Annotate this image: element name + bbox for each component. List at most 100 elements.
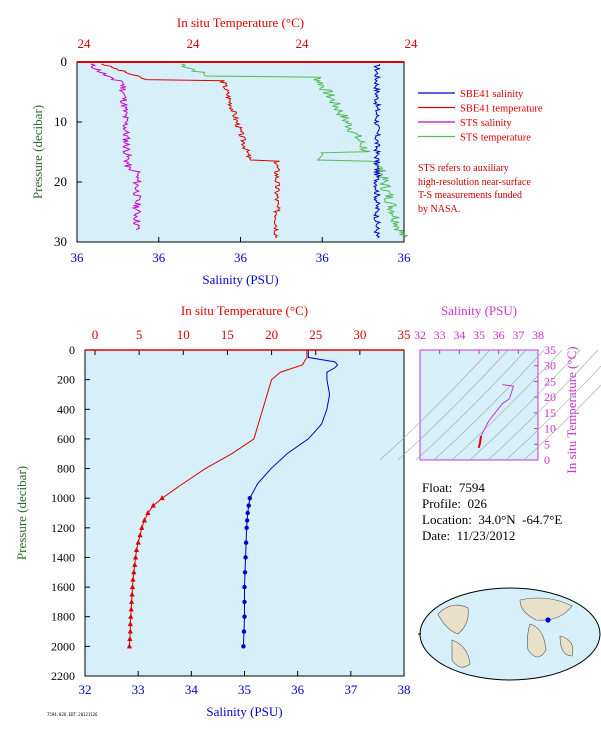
main-temp-tick-label: 20 (265, 327, 278, 342)
float-location-marker (545, 617, 551, 623)
legend-label: SBE41 salinity (460, 89, 524, 100)
ts-temp-tick-label: 20 (544, 390, 556, 404)
main-temp-tick-label: 15 (221, 327, 234, 342)
top-temp-tick-label: 24 (296, 36, 310, 51)
date: Date: 11/23/2012 (422, 528, 516, 543)
sts-note-line: STS refers to auxiliary (418, 163, 509, 174)
ts-sal-tick-label: 37 (512, 328, 524, 342)
main-pressure-tick-label: 1400 (51, 550, 75, 564)
salinity-point (246, 503, 251, 508)
float-id: Float: 7594 (422, 480, 485, 495)
salinity-point (243, 555, 248, 560)
salinity-point (241, 629, 247, 634)
main-pressure-tick-label: 400 (57, 402, 75, 416)
ts-sal-tick-label: 32 (414, 328, 426, 342)
ts-sal-axis-title: Salinity (PSU) (441, 303, 517, 318)
sbe41-temperature-line (101, 63, 281, 239)
map-landmass (559, 635, 574, 657)
main-sal-tick-label: 36 (291, 682, 305, 697)
top-pressure-tick-label: 10 (54, 114, 67, 129)
top-sal-tick-label: 36 (234, 250, 248, 265)
density-contour (523, 384, 601, 461)
sts-note-line: high-resolution near-surface (418, 176, 531, 188)
profile-number: Profile: 026 (422, 496, 487, 511)
salinity-point (242, 614, 247, 619)
top-temp-axis-title: In situ Temperature (°C) (177, 15, 304, 30)
ts-sal-tick-label: 36 (493, 328, 505, 342)
main-pressure-tick-label: 800 (57, 462, 75, 476)
map-landmass (451, 639, 471, 668)
float-info: Float: 7594 Profile: 026 Location: 34.0°… (422, 480, 562, 544)
main-pressure-tick-label: 1800 (51, 610, 75, 624)
sbe41-salinity-line (372, 63, 382, 239)
map-landmass (437, 604, 469, 635)
temperature-point (150, 502, 156, 508)
ts-temp-tick-label: 35 (544, 343, 556, 357)
top-sal-tick-label: 36 (71, 250, 85, 265)
top-sal-tick-label: 36 (316, 250, 330, 265)
top-x-axis-title: Salinity (PSU) (202, 272, 278, 287)
main-pressure-tick-label: 600 (57, 432, 75, 446)
main-pressure-tick-label: 1600 (51, 580, 75, 594)
temperature-point (133, 554, 139, 560)
temperature-point (127, 621, 133, 627)
top-sal-tick-label: 36 (152, 250, 166, 265)
main-y-axis-title: Pressure (decibar) (14, 466, 29, 560)
density-contour (415, 349, 527, 461)
temperature-point (137, 532, 143, 538)
density-contour (397, 349, 509, 461)
main-pressure-tick-label: 1000 (51, 491, 75, 505)
top-y-axis-title: Pressure (decibar) (30, 105, 45, 199)
temperature-point (133, 547, 140, 553)
ts-temp-tick-label: 30 (544, 359, 556, 373)
ts-plot-area (419, 349, 539, 461)
temperature-point (129, 591, 135, 597)
main-temp-tick-label: 10 (177, 327, 190, 342)
temperature-point (129, 598, 135, 604)
sts-salinity-line (90, 63, 143, 231)
sts-note: STS refers to auxiliary high-resolution … (418, 162, 598, 216)
ts-temp-tick-label: 10 (544, 422, 556, 436)
main-sal-tick-label: 38 (398, 682, 411, 697)
main-temp-tick-label: 30 (353, 327, 366, 342)
temperature-point (130, 576, 136, 582)
ts-temp-tick-label: 0 (544, 453, 550, 467)
salinity-point (244, 518, 250, 523)
temperature-point (127, 635, 133, 641)
density-contour (379, 349, 491, 461)
top-temp-tick-label: 24 (187, 36, 201, 51)
main-pressure-tick-label: 200 (57, 373, 75, 387)
main-pressure-tick-label: 2000 (51, 639, 75, 653)
salinity-point (244, 525, 249, 531)
main-pressure-tick-label: 0 (69, 343, 75, 357)
map-landmass (519, 597, 573, 621)
ts-sal-tick-label: 33 (434, 328, 446, 342)
main-x-axis-title: Salinity (PSU) (206, 704, 282, 719)
ts-sal-tick-label: 34 (453, 328, 465, 342)
main-sal-tick-label: 32 (79, 682, 92, 697)
density-contour (487, 349, 599, 461)
temperature-point (127, 628, 133, 634)
temperature-point (145, 510, 151, 515)
ts-curve-deep (477, 435, 482, 449)
legend-label: SBE41 temperature (460, 104, 543, 115)
temperature-point (128, 613, 134, 619)
top-sal-tick-label: 36 (398, 250, 412, 265)
top-pressure-tick-label: 20 (54, 174, 67, 189)
main-sal-tick-label: 35 (238, 682, 251, 697)
top-temp-tick-label: 24 (405, 36, 419, 51)
temperature-point (132, 561, 138, 567)
salinity-point (245, 510, 250, 516)
salinity-point (243, 540, 249, 545)
ts-sal-tick-label: 38 (532, 328, 544, 342)
density-contour (469, 349, 581, 461)
legend-label: STS salinity (460, 118, 512, 129)
main-pressure-tick-label: 2200 (51, 669, 75, 683)
main-temp-tick-label: 5 (136, 327, 143, 342)
ts-sal-tick-label: 35 (473, 328, 485, 342)
sts-note-line: by NASA. (418, 203, 461, 215)
temperature-point (128, 606, 134, 612)
temperature-point (141, 517, 148, 523)
ts-temp-tick-label: 15 (544, 406, 556, 420)
